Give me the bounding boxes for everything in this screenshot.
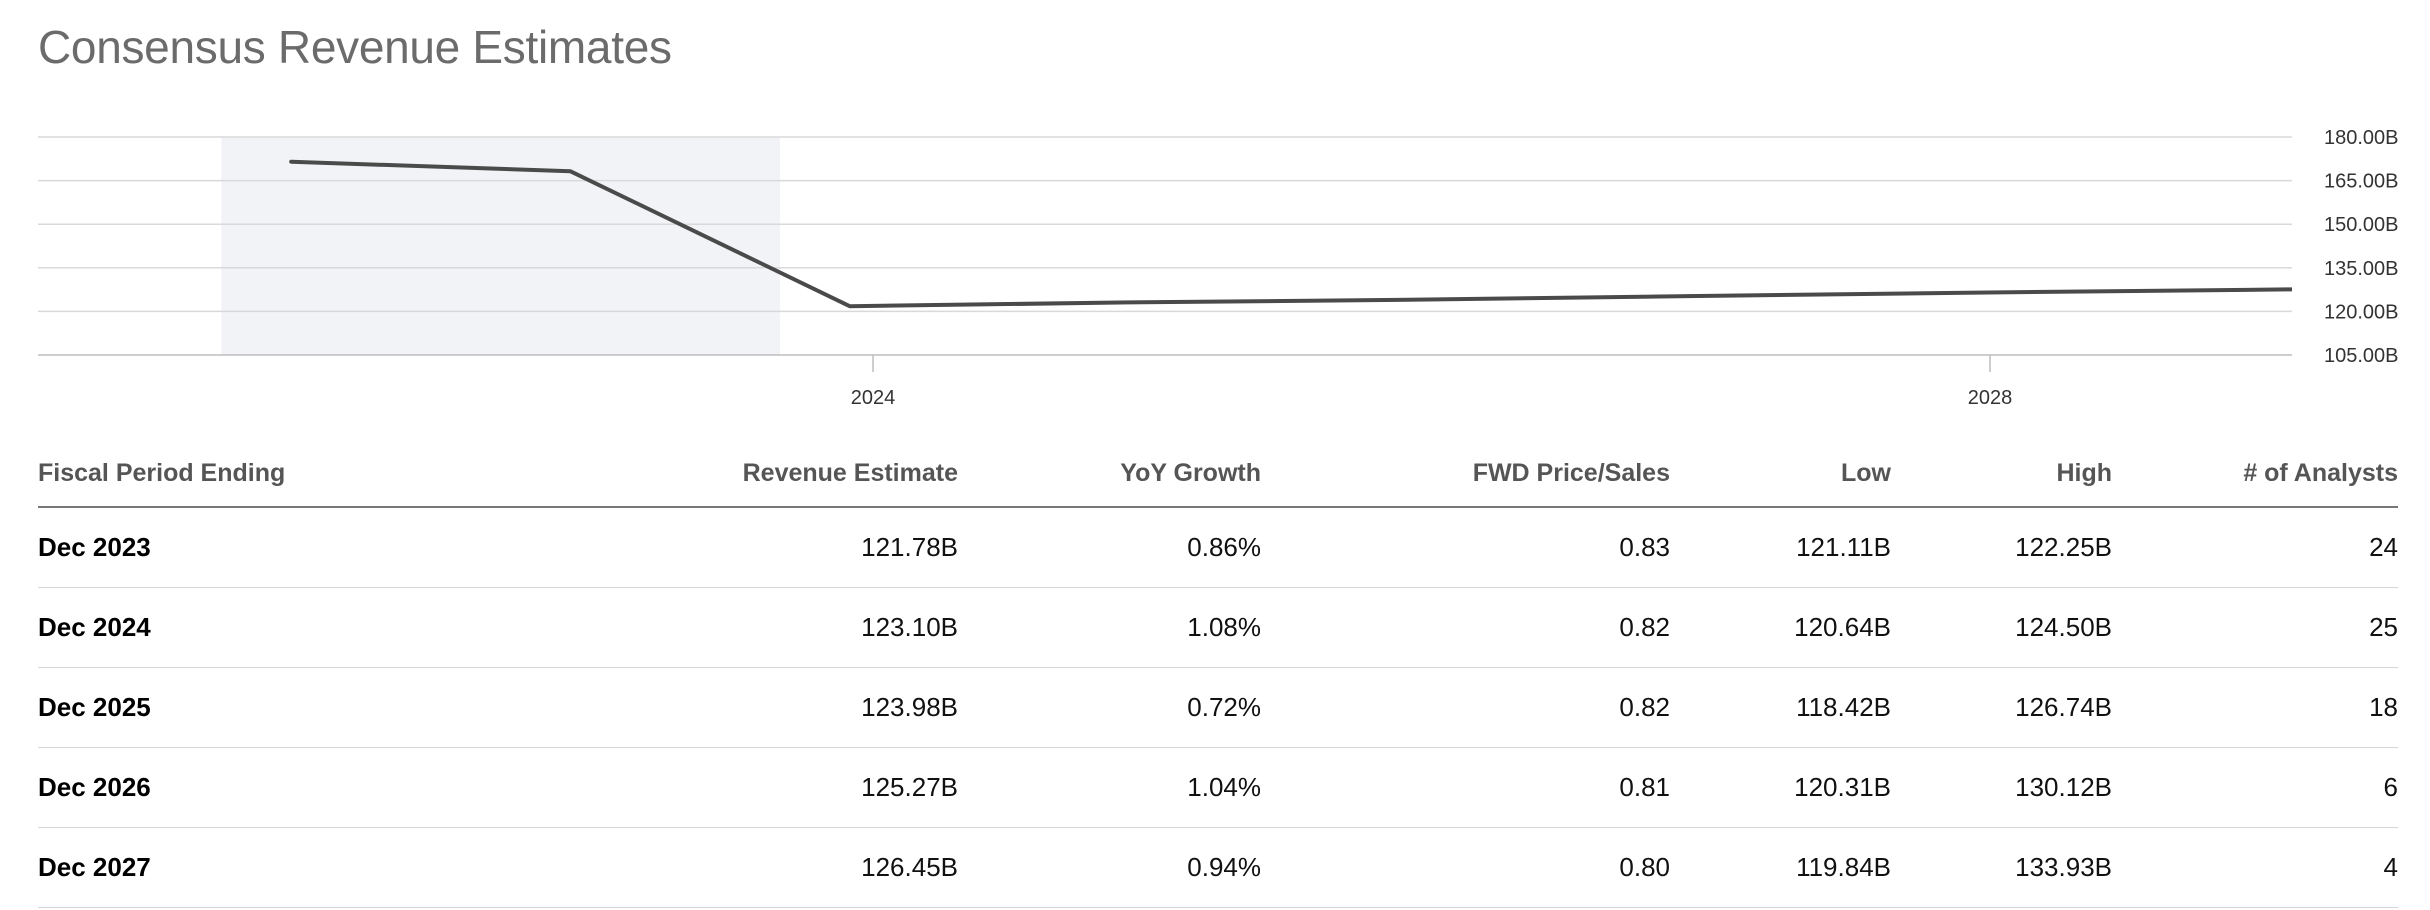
table-row: Dec 2023 121.78B 0.86% 0.83 121.11B 122.… [38, 507, 2398, 588]
table-row: Dec 2024 123.10B 1.08% 0.82 120.64B 124.… [38, 587, 2398, 668]
table-row: Dec 2027 126.45B 0.94% 0.80 119.84B 133.… [38, 827, 2398, 908]
cell-high: 133.93B [1891, 827, 2112, 908]
cell-period: Dec 2026 [38, 747, 428, 828]
cell-low: 120.64B [1670, 587, 1891, 668]
cell-revenue-estimate: 126.45B [428, 827, 958, 908]
cell-analysts: 24 [2112, 507, 2398, 588]
cell-fwd-price-sales: 0.83 [1261, 507, 1670, 588]
y-tick-label: 180.00B [2324, 127, 2399, 149]
cell-revenue-estimate: 125.27B [428, 747, 958, 828]
cell-period: Dec 2023 [38, 507, 428, 588]
cell-high: 130.12B [1891, 747, 2112, 828]
cell-analysts: 6 [2112, 747, 2398, 828]
page-title: Consensus Revenue Estimates [38, 21, 672, 73]
cell-period: Dec 2025 [38, 667, 428, 748]
col-header-revenue-estimate: Revenue Estimate [428, 440, 958, 508]
historical-shaded-region [221, 137, 780, 355]
cell-fwd-price-sales: 0.81 [1261, 747, 1670, 828]
col-header-fwd-price-sales: FWD Price/Sales [1261, 440, 1670, 508]
x-tick-label: 2028 [1968, 387, 2013, 409]
cell-yoy-growth: 1.08% [958, 587, 1261, 668]
table-row: Dec 2025 123.98B 0.72% 0.82 118.42B 126.… [38, 667, 2398, 748]
cell-analysts: 4 [2112, 827, 2398, 908]
col-header-analysts: # of Analysts [2112, 440, 2398, 508]
y-tick-label: 105.00B [2324, 345, 2399, 367]
cell-revenue-estimate: 121.78B [428, 507, 958, 588]
cell-low: 121.11B [1670, 507, 1891, 588]
cell-high: 126.74B [1891, 667, 2112, 748]
table-header-row: Fiscal Period Ending Revenue Estimate Yo… [38, 440, 2398, 508]
cell-fwd-price-sales: 0.82 [1261, 587, 1670, 668]
cell-high: 124.50B [1891, 587, 2112, 668]
col-header-high: High [1891, 440, 2112, 508]
cell-analysts: 25 [2112, 587, 2398, 668]
x-tick-label: 2024 [851, 387, 896, 409]
col-header-yoy-growth: YoY Growth [958, 440, 1261, 508]
cell-yoy-growth: 0.86% [958, 507, 1261, 588]
cell-period: Dec 2027 [38, 827, 428, 908]
cell-yoy-growth: 0.72% [958, 667, 1261, 748]
revenue-series-line [289, 159, 2292, 309]
col-header-low: Low [1670, 440, 1891, 508]
y-tick-label: 120.00B [2324, 301, 2399, 323]
cell-low: 120.31B [1670, 747, 1891, 828]
cell-fwd-price-sales: 0.80 [1261, 827, 1670, 908]
cell-yoy-growth: 0.94% [958, 827, 1261, 908]
col-header-fiscal-period: Fiscal Period Ending [38, 440, 428, 508]
cell-low: 118.42B [1670, 667, 1891, 748]
cell-analysts: 18 [2112, 667, 2398, 748]
y-tick-label: 150.00B [2324, 214, 2399, 236]
cell-revenue-estimate: 123.98B [428, 667, 958, 748]
y-tick-label: 165.00B [2324, 171, 2399, 193]
cell-period: Dec 2024 [38, 587, 428, 668]
cell-revenue-estimate: 123.10B [428, 587, 958, 668]
cell-fwd-price-sales: 0.82 [1261, 667, 1670, 748]
cell-yoy-growth: 1.04% [958, 747, 1261, 828]
table-row: Dec 2026 125.27B 1.04% 0.81 120.31B 130.… [38, 747, 2398, 828]
revenue-line-chart: 180.00B 165.00B 150.00B 135.00B 120.00B 105.0… [38, 127, 2399, 409]
cell-low: 119.84B [1670, 827, 1891, 908]
estimates-table: Fiscal Period Ending Revenue Estimate Yo… [38, 440, 2398, 908]
cell-high: 122.25B [1891, 507, 2112, 588]
y-tick-label: 135.00B [2324, 258, 2399, 280]
